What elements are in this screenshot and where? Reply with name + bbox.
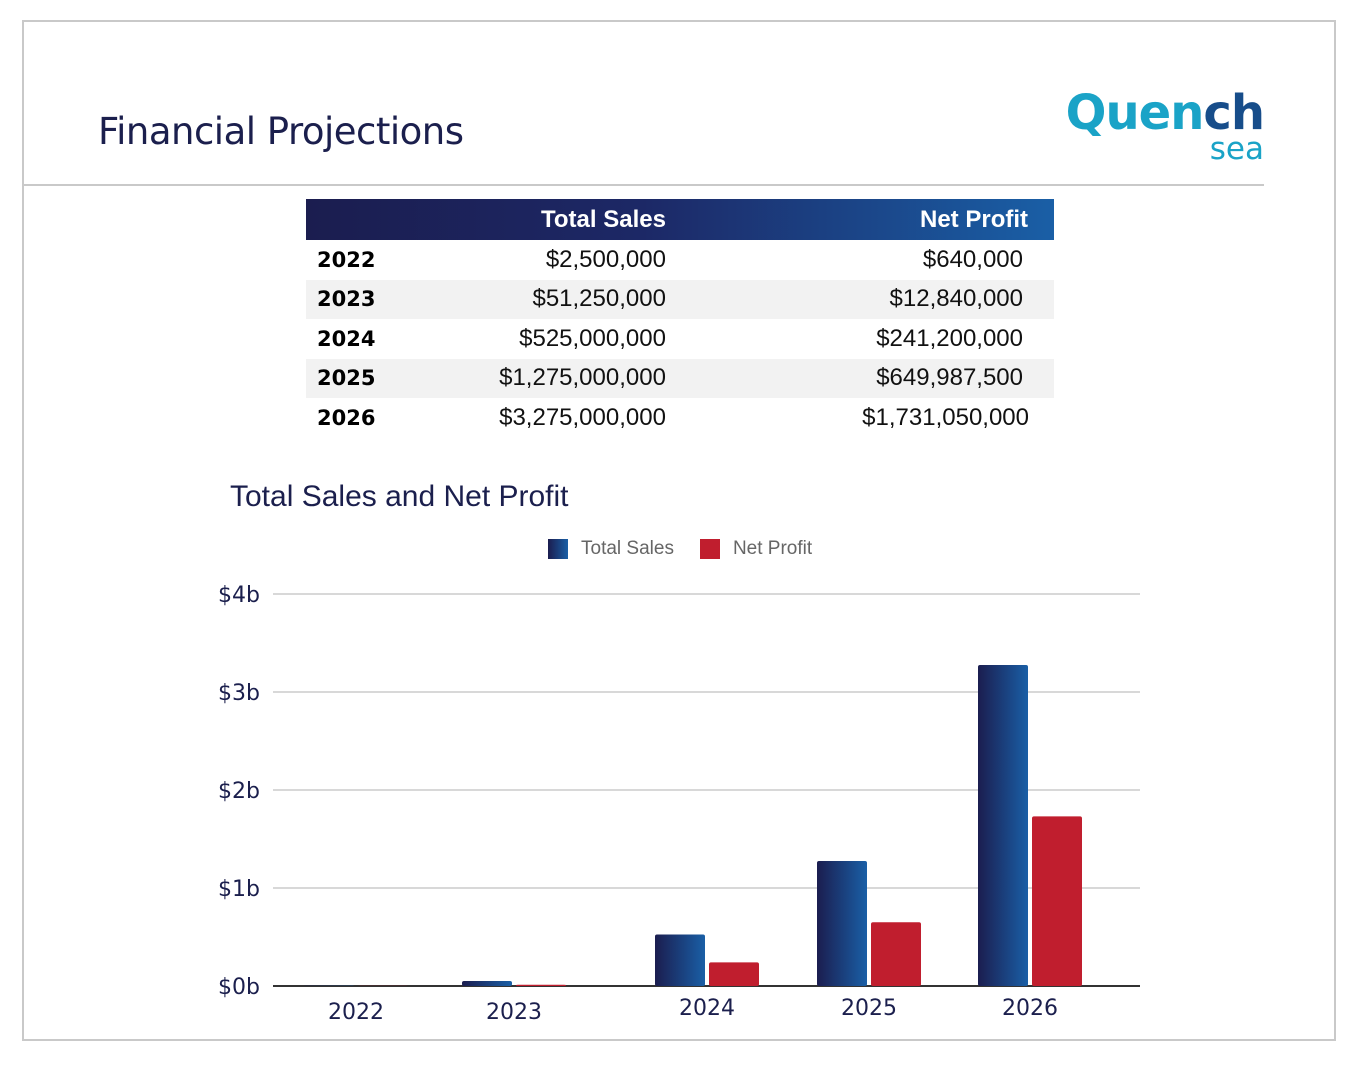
bar-total-sales [978,665,1028,986]
header-divider [24,184,1264,186]
x-tick-label: 2026 [1002,996,1058,1021]
legend-item-total-sales: Total Sales [548,538,674,560]
slide-frame [22,20,1336,1041]
financial-table: Total Sales Net Profit 2022 $2,500,000 $… [306,199,1054,438]
legend-label-net-profit: Net Profit [732,538,813,559]
row-net-profit: $640,000 [922,245,1023,273]
chart-bars [304,665,1082,986]
table-row: 2026 $3,275,000,000 $1,731,050,000 [306,398,1054,438]
bar-total-sales [817,861,867,986]
chart-title: Total Sales and Net Profit [230,480,569,513]
legend-label-total-sales: Total Sales [581,538,674,559]
row-year: 2022 [317,247,376,272]
x-tick-label: 2025 [841,996,897,1021]
bar-total-sales [462,980,512,986]
row-net-profit: $1,731,050,000 [862,403,1029,431]
chart-legend: Total Sales Net Profit [548,538,838,560]
company-logo: Quench sea [1065,85,1265,167]
bar-total-sales [655,934,705,986]
table-header-total-sales: Total Sales [541,205,666,233]
row-total-sales: $525,000,000 [519,324,666,352]
x-tick-label: 2022 [328,1000,384,1025]
row-total-sales: $51,250,000 [532,285,666,313]
y-tick-label: $2b [218,779,260,804]
legend-swatch-total-sales [548,539,568,559]
y-tick-label: $4b [218,583,260,608]
row-year: 2024 [317,326,376,351]
logo-part-2: ch [1203,85,1265,141]
row-net-profit: $649,987,500 [876,364,1023,392]
page-title: Financial Projections [98,110,464,153]
y-tick-label: $1b [218,877,260,902]
bar-net-profit [1032,816,1082,986]
table-row: 2025 $1,275,000,000 $649,987,500 [306,358,1054,398]
row-year: 2023 [317,287,376,312]
bar-net-profit [516,984,566,986]
table-row: 2022 $2,500,000 $640,000 [306,240,1054,280]
table-row: 2024 $525,000,000 $241,200,000 [306,319,1054,359]
x-tick-label: 2024 [679,996,735,1021]
logo-part-1: Quen [1065,85,1205,141]
y-tick-label: $3b [218,681,260,706]
bar-net-profit [871,922,921,986]
row-net-profit: $241,200,000 [876,324,1023,352]
row-total-sales: $3,275,000,000 [499,403,666,431]
table-header-row: Total Sales Net Profit [306,199,1054,240]
chart-labels: $0b $1b $2b $3b $4b 2022 2023 2024 2025 2026 [218,583,1058,1025]
table-row: 2023 $51,250,000 $12,840,000 [306,279,1054,319]
legend-item-net-profit: Net Profit [699,538,813,560]
row-net-profit: $12,840,000 [889,285,1023,313]
row-total-sales: $2,500,000 [545,245,666,273]
bar-net-profit [709,962,759,986]
row-year: 2026 [317,405,376,430]
logo-subtitle: sea [1209,131,1264,167]
x-tick-label: 2023 [486,1000,542,1025]
row-year: 2025 [317,366,376,391]
row-total-sales: $1,275,000,000 [499,364,666,392]
y-tick-label: $0b [218,975,260,1000]
logo-wordmark: Quench [1065,85,1265,141]
table-header-net-profit: Net Profit [920,205,1028,233]
legend-swatch-net-profit [699,539,720,559]
